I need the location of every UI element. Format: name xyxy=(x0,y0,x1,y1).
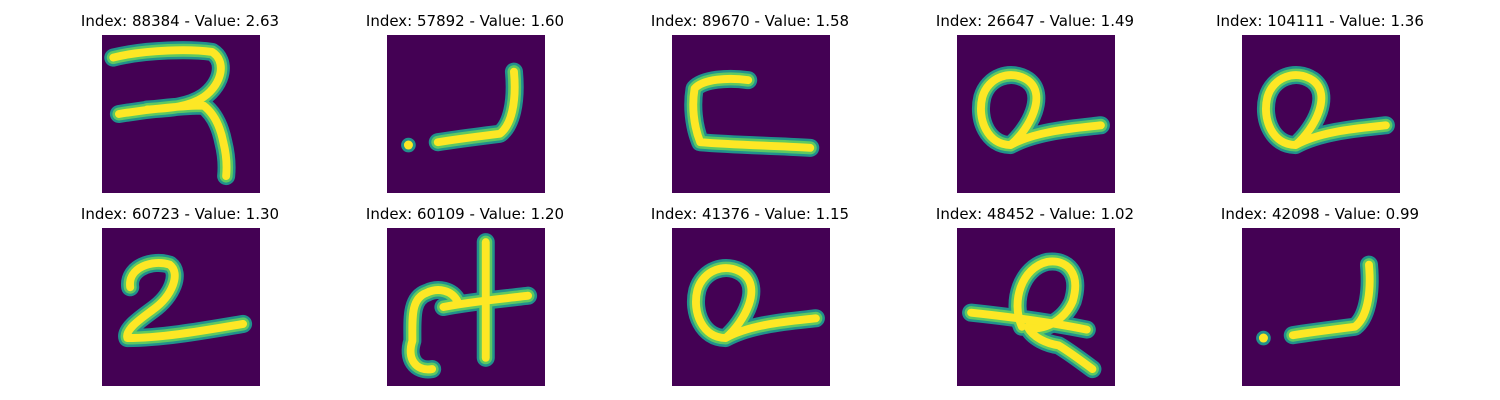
glyph-stroke xyxy=(433,67,519,147)
glyph-stroke xyxy=(439,291,533,311)
digit-image xyxy=(1242,228,1400,386)
digit-image xyxy=(102,35,260,193)
panel-title: Index: 60723 - Value: 1.30 xyxy=(80,205,280,223)
image-background xyxy=(387,35,545,193)
glyph-stroke xyxy=(406,286,462,374)
panel-title: Index: 88384 - Value: 2.63 xyxy=(80,12,280,30)
glyph-stroke xyxy=(977,71,1105,149)
digit-image xyxy=(957,228,1115,386)
grid-panel: Index: 57892 - Value: 1.60 xyxy=(350,10,580,193)
digit-image xyxy=(387,35,545,193)
grid-panel: Index: 104111 - Value: 1.36 xyxy=(1205,10,1435,193)
grid-panel: Index: 42098 - Value: 0.99 xyxy=(1205,203,1435,386)
grid-panel: Index: 60109 - Value: 1.20 xyxy=(350,203,580,386)
glyph-stroke xyxy=(1013,257,1097,374)
grid-panel: Index: 89670 - Value: 1.58 xyxy=(635,10,865,193)
panel-title: Index: 89670 - Value: 1.58 xyxy=(650,12,850,30)
panel-title: Index: 42098 - Value: 0.99 xyxy=(1220,205,1420,223)
panel-title: Index: 60109 - Value: 1.20 xyxy=(365,205,565,223)
glyph-stroke xyxy=(967,308,1091,334)
grid-panel: Index: 48452 - Value: 1.02 xyxy=(920,203,1150,386)
digit-image xyxy=(672,228,830,386)
digit-image xyxy=(387,228,545,386)
glyph-stroke xyxy=(692,264,820,342)
glyph-stroke xyxy=(1262,71,1390,149)
glyph-dot xyxy=(1258,333,1268,343)
panel-title: Index: 26647 - Value: 1.49 xyxy=(935,12,1135,30)
panel-title: Index: 104111 - Value: 1.36 xyxy=(1216,12,1424,30)
digit-image xyxy=(1242,35,1400,193)
panel-title: Index: 41376 - Value: 1.15 xyxy=(650,205,850,223)
panel-title: Index: 57892 - Value: 1.60 xyxy=(365,12,565,30)
image-background xyxy=(1242,228,1400,386)
glyph-dot xyxy=(403,140,413,150)
digit-image xyxy=(102,228,260,386)
glyph-stroke xyxy=(109,46,231,181)
digit-image xyxy=(672,35,830,193)
grid-panel: Index: 60723 - Value: 1.30 xyxy=(65,203,295,386)
panel-title: Index: 48452 - Value: 1.02 xyxy=(935,205,1135,223)
glyph-stroke xyxy=(1288,260,1374,340)
digit-image xyxy=(957,35,1115,193)
grid-panel: Index: 88384 - Value: 2.63 xyxy=(65,10,295,193)
glyph-stroke xyxy=(123,259,248,342)
grid-panel: Index: 41376 - Value: 1.15 xyxy=(635,203,865,386)
image-background xyxy=(102,228,260,386)
grid-panel: Index: 26647 - Value: 1.49 xyxy=(920,10,1150,193)
glyph-stroke xyxy=(689,74,815,152)
